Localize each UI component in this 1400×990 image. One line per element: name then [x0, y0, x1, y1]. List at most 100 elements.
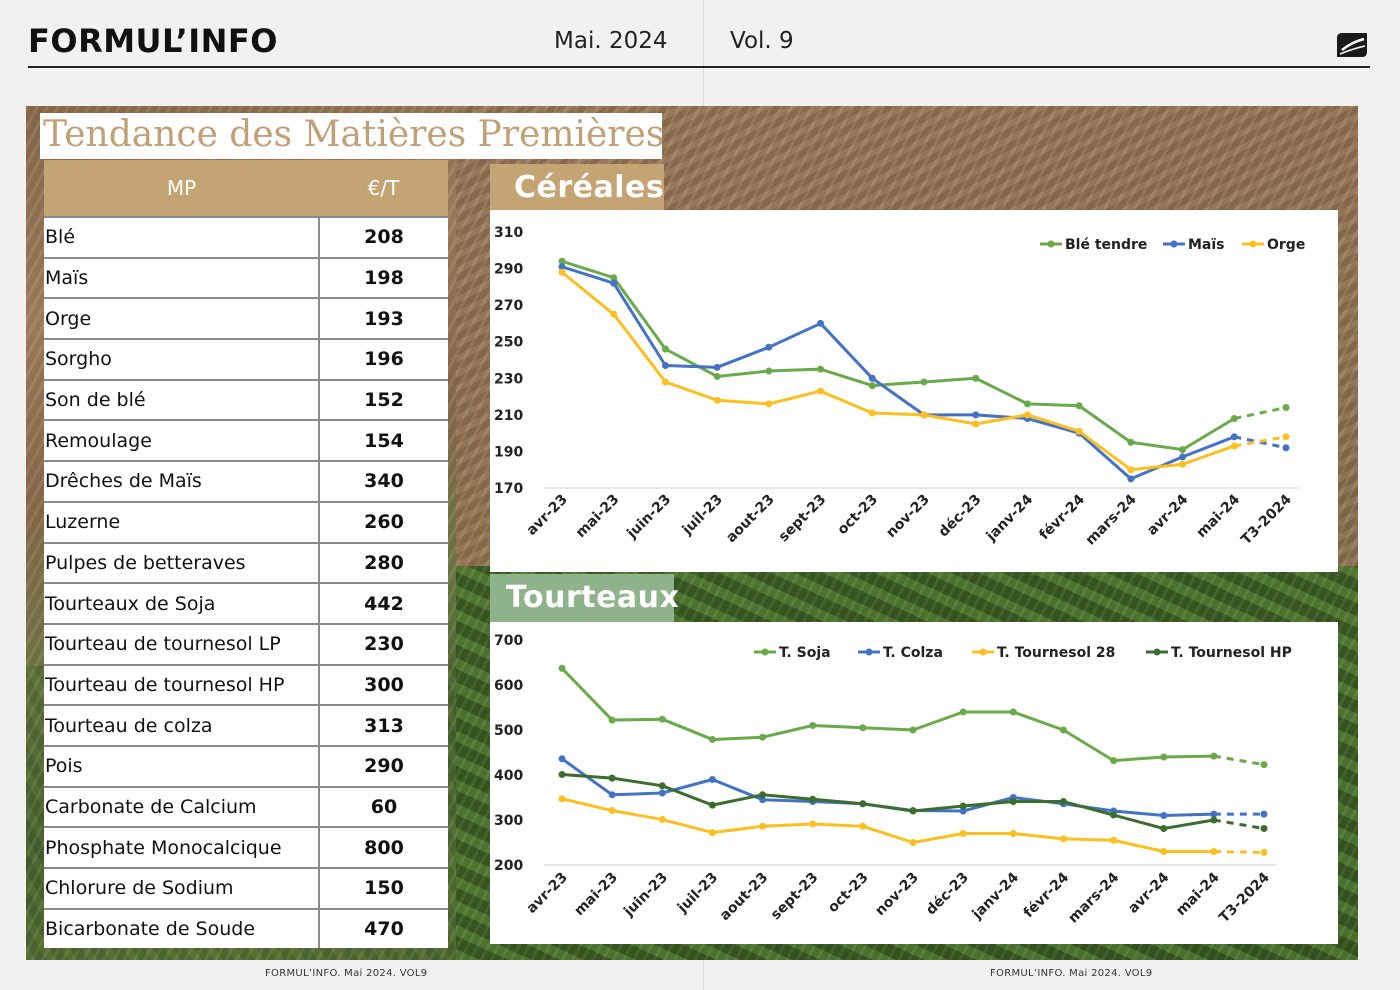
x-tick-label: sept-23 [776, 492, 830, 546]
x-tick-label: avr-23 [524, 870, 571, 917]
data-point [1059, 798, 1067, 806]
data-point [959, 802, 967, 810]
material-price: 198 [319, 256, 448, 299]
data-point [1160, 812, 1168, 819]
material-name: Maïs [44, 256, 320, 299]
data-point [1282, 404, 1290, 412]
y-tick-label: 200 [494, 858, 523, 874]
table-row: Phosphate Monocalcique 800 [44, 826, 448, 868]
y-tick-label: 310 [494, 225, 523, 241]
series-projection-line [1234, 435, 1287, 448]
series-line [561, 265, 1235, 481]
data-point [1282, 433, 1290, 441]
material-price: 230 [319, 622, 448, 665]
x-tick-label: déc-23 [936, 492, 985, 541]
x-tick-label: juil-23 [679, 492, 726, 539]
data-point [1260, 825, 1268, 833]
table-row: Bicarbonate de Soude 470 [44, 907, 448, 949]
data-point [1210, 816, 1218, 824]
issue-volume: Vol. 9 [730, 28, 794, 54]
data-point [1179, 446, 1187, 454]
brand-logo-text: FORMUL’INFO [28, 22, 278, 60]
table-row: Orge 193 [44, 297, 448, 340]
data-point [708, 735, 716, 743]
data-point [661, 361, 669, 369]
data-point [817, 365, 825, 373]
series-projection-line [1213, 850, 1265, 854]
material-name: Tourteaux de Soja [44, 582, 320, 624]
legend-marker [1047, 240, 1055, 248]
table-row: Tourteau de tournesol LP 230 [44, 622, 448, 665]
table-row: Remoulage 154 [44, 419, 448, 462]
legend-label: T. Soja [779, 645, 831, 661]
material-price: 60 [319, 785, 448, 828]
data-point [558, 795, 566, 803]
x-tick-label: févr-24 [1036, 491, 1088, 543]
series-projection-line [1233, 406, 1287, 420]
data-point [1009, 798, 1017, 806]
x-tick-label: oct-23 [835, 492, 882, 539]
data-point [1179, 453, 1187, 461]
series-projection-line [1213, 754, 1265, 767]
data-point [809, 722, 817, 729]
data-point [713, 372, 721, 380]
data-point [1160, 848, 1168, 855]
x-tick-label: janv-24 [983, 491, 1037, 545]
material-name: Tourteau de tournesol LP [44, 622, 320, 665]
material-price: 800 [319, 826, 448, 868]
material-price: 208 [319, 216, 448, 258]
material-name: Luzerne [44, 500, 320, 543]
footer-right: FORMUL’INFO. Mai 2024. VOL9 [990, 968, 1153, 979]
material-name: Tourteau de tournesol HP [44, 663, 320, 706]
series-line [561, 259, 1236, 452]
material-price: 196 [319, 338, 448, 380]
data-point [708, 801, 716, 809]
data-point [765, 343, 773, 351]
data-point [1023, 400, 1031, 408]
table-row: Drêches de Maïs 340 [44, 460, 448, 502]
data-point [1110, 811, 1118, 819]
data-point [1059, 835, 1067, 843]
data-point [610, 279, 618, 287]
data-point [759, 791, 767, 799]
y-tick-label: 190 [494, 444, 523, 460]
x-tick-label: juin-23 [620, 870, 671, 921]
x-tick-label: déc-23 [923, 870, 972, 919]
material-price: 470 [319, 907, 448, 949]
data-point [608, 716, 616, 724]
x-tick-label: avr-23 [524, 492, 571, 539]
section-label-cereals: Céréales [490, 164, 664, 212]
legend-label: T. Colza [883, 645, 943, 661]
material-price: 300 [319, 663, 448, 706]
data-point [868, 374, 876, 382]
data-point [859, 800, 867, 808]
legend-marker [1249, 240, 1257, 248]
series-line [561, 797, 1214, 853]
data-point [1260, 761, 1268, 769]
series-line [560, 667, 1214, 763]
data-point [1230, 415, 1238, 423]
data-point [859, 822, 867, 830]
x-tick-label: avr-24 [1125, 869, 1172, 916]
material-price: 442 [319, 582, 448, 624]
x-tick-label: janv-24 [969, 869, 1023, 923]
data-point [558, 268, 566, 276]
data-point [1282, 444, 1290, 452]
price-table: MP €/T Blé 208 Maïs 198 Orge 193 Sorgho 196 Son … [44, 160, 448, 949]
data-point [1110, 836, 1118, 844]
material-name: Pulpes de betteraves [44, 541, 320, 584]
page-title: Tendance des Matières Premières [43, 114, 665, 155]
x-tick-label: aout-23 [723, 492, 777, 546]
x-tick-label: juil-23 [674, 870, 721, 917]
data-point [759, 822, 767, 830]
data-point [658, 816, 666, 824]
data-point [868, 382, 876, 390]
data-point [809, 820, 817, 828]
legend-marker [761, 648, 769, 656]
x-tick-label: T3-2024 [1216, 869, 1273, 926]
data-point [817, 387, 825, 395]
data-point [1075, 427, 1083, 435]
data-point [661, 378, 669, 386]
data-point [558, 771, 566, 779]
material-name: Chlorure de Sodium [44, 867, 320, 909]
